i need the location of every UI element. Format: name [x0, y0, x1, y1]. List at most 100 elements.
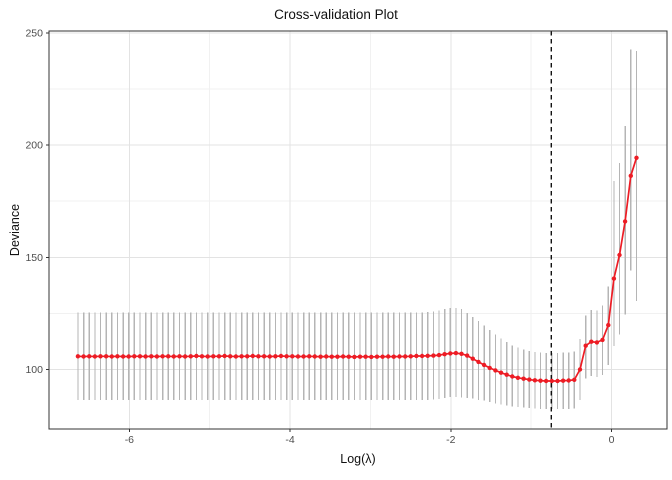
cv-point [589, 339, 594, 344]
cv-point [92, 354, 98, 359]
cv-point [103, 354, 109, 359]
cv-point [369, 354, 374, 360]
cv-point [527, 377, 532, 382]
cv-point [431, 353, 436, 358]
cv-point [459, 351, 464, 356]
y-tick-label: 200 [25, 140, 43, 152]
cv-point [487, 365, 492, 371]
cv-point [216, 354, 222, 359]
cv-point [177, 354, 182, 359]
cv-point [132, 354, 137, 359]
cv-point [290, 354, 295, 359]
cv-point [448, 351, 453, 356]
cv-point [239, 354, 244, 359]
x-axis-title: Log(λ) [340, 452, 376, 466]
cv-point [205, 354, 210, 359]
cv-point [481, 362, 487, 368]
cv-point [606, 322, 611, 328]
cv-point [312, 354, 317, 359]
cv-point [493, 368, 498, 373]
cv-point [149, 354, 154, 359]
cv-point [634, 155, 639, 160]
cv-point [453, 350, 459, 356]
y-tick-label: 150 [25, 252, 43, 264]
x-tick-label: -6 [125, 434, 134, 446]
cv-point [188, 354, 193, 359]
cv-point [307, 354, 312, 359]
cv-point [194, 353, 199, 359]
cv-point [436, 352, 442, 358]
cv-point [211, 354, 216, 359]
cv-point [87, 354, 92, 359]
cv-point [278, 353, 284, 359]
cv-point [98, 354, 103, 359]
cv-point [397, 354, 402, 359]
cv-point [250, 353, 255, 359]
cv-point [126, 354, 131, 359]
cv-point [284, 354, 289, 359]
cv-point [324, 354, 329, 359]
panel-border [48, 30, 668, 430]
cv-point [622, 219, 628, 224]
cv-curve [77, 156, 638, 382]
cv-point [109, 354, 115, 359]
cv-point [256, 354, 261, 359]
cv-point [403, 354, 408, 359]
cv-point [617, 252, 622, 258]
cv-point [577, 367, 583, 372]
y-tick-label: 250 [25, 27, 43, 39]
cv-point [357, 354, 363, 359]
cv-point [465, 353, 470, 358]
cv-point [538, 378, 543, 383]
cv-point [386, 354, 391, 359]
cv-point [160, 354, 165, 359]
cv-point [380, 354, 385, 359]
cv-point [391, 354, 396, 359]
cv-point [171, 354, 176, 359]
y-axis-title: Deviance [8, 203, 22, 257]
cv-point [261, 354, 267, 359]
cv-point [115, 354, 120, 359]
x-tick-label: -4 [285, 434, 294, 446]
cv-point [143, 354, 148, 359]
cv-point [555, 378, 560, 384]
cv-point [329, 354, 334, 359]
x-tick-label: -2 [446, 434, 455, 446]
plot-title: Cross-validation Plot [274, 7, 398, 22]
cv-point [504, 372, 509, 377]
cv-point [295, 354, 301, 359]
cv-point [425, 353, 430, 358]
cv-point [199, 354, 205, 359]
cv-point [566, 378, 571, 383]
cv-point [543, 378, 549, 384]
cv-point [414, 353, 419, 359]
cv-point [600, 337, 605, 343]
cv-point [182, 354, 188, 359]
cv-point [318, 354, 323, 359]
cv-point [583, 343, 588, 348]
cv-point [75, 354, 81, 359]
cv-point [510, 374, 515, 379]
cv-point [521, 376, 526, 381]
cv-point [498, 370, 504, 375]
cv-point [245, 354, 250, 359]
cv-point [419, 353, 425, 359]
panel-background [49, 31, 667, 429]
x-tick-label: 0 [609, 434, 615, 446]
y-tick-label: 100 [25, 364, 43, 376]
cv-point [628, 173, 633, 178]
cv-point [374, 354, 380, 359]
cv-point [301, 354, 306, 359]
cv-point [363, 354, 368, 359]
cv-point [532, 378, 538, 383]
cv-point [273, 354, 278, 359]
cv-point [470, 356, 475, 361]
cv-point [222, 353, 227, 359]
cv-point [340, 354, 346, 359]
cv-point [137, 354, 143, 359]
cv-point [476, 359, 481, 365]
cv-point [228, 354, 233, 359]
cv-point [515, 375, 521, 380]
